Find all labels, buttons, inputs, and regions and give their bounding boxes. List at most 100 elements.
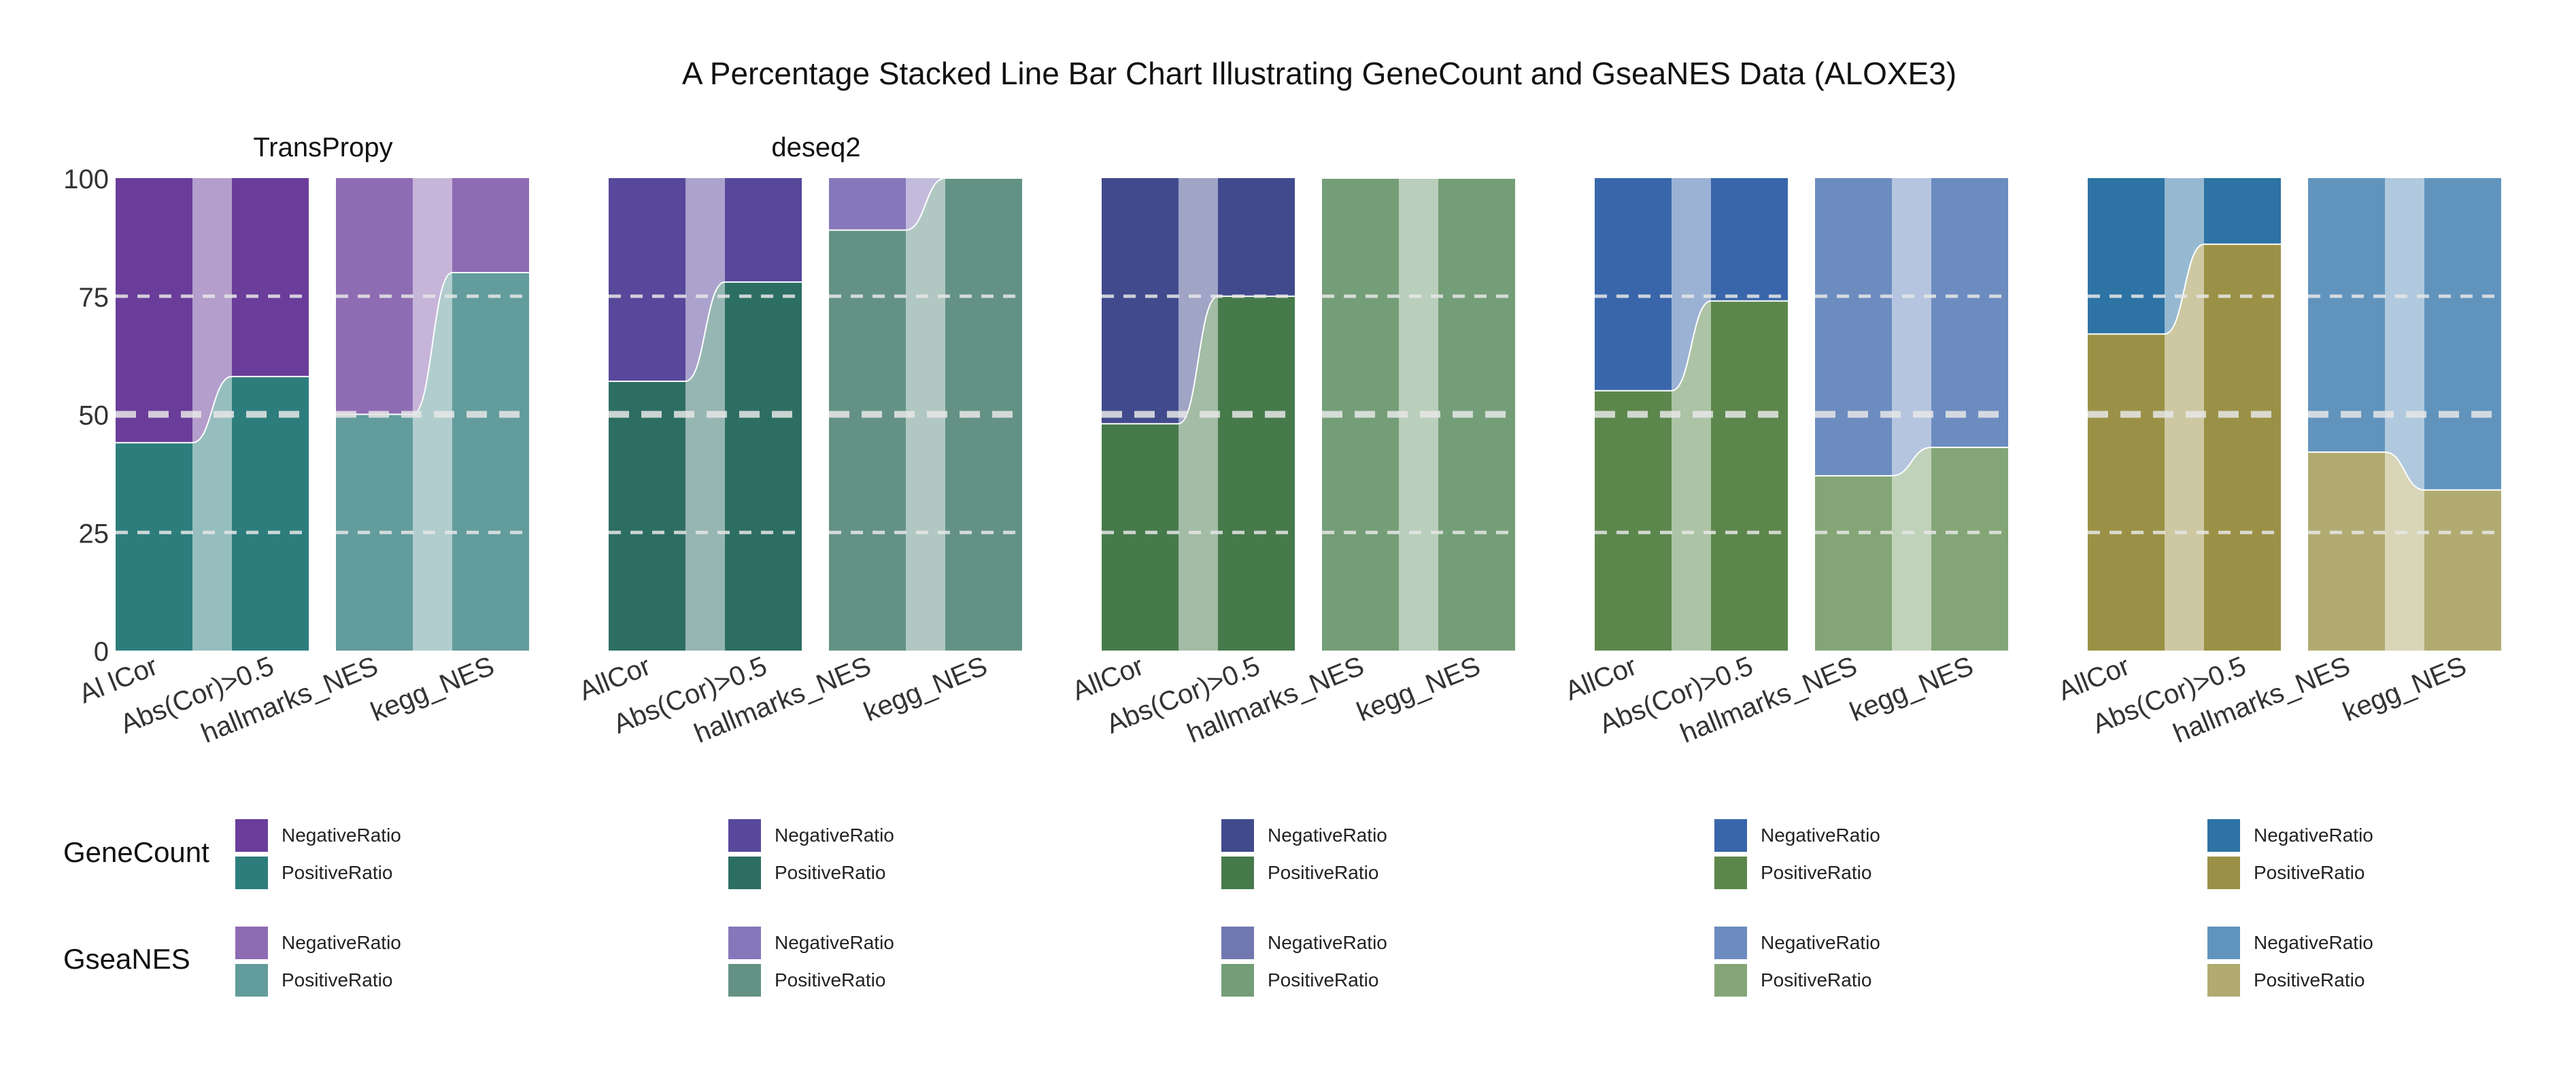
y-tick-label: 0 (94, 637, 109, 667)
bar-positive (1931, 447, 2008, 651)
legend-group: NegativeRatio PositiveRatio NegativeRatio P… (1714, 819, 1880, 997)
legend-swatch (728, 857, 761, 889)
legend-swatch (235, 927, 268, 959)
legend-swatch (1221, 927, 1254, 959)
y-tick-label: 100 (63, 165, 109, 194)
legend-row-label: GeneCount (63, 836, 209, 868)
x-tick-label: kegg_NES (860, 651, 992, 727)
bar-positive (232, 376, 309, 651)
connector-positive (906, 178, 945, 651)
legend-label: PositiveRatio (282, 862, 392, 883)
bar-negative (1595, 178, 1672, 391)
y-tick-label: 25 (79, 519, 109, 549)
ratio-boundary-line (2088, 243, 2281, 335)
legend-group: NegativeRatio PositiveRatio NegativeRatio P… (728, 819, 894, 997)
legend-swatch (1714, 964, 1747, 997)
legend-label: PositiveRatio (1268, 969, 1378, 990)
x-tick-label: kegg_NES (2339, 651, 2471, 727)
panel-title: deseq2 (771, 133, 860, 162)
bar-negative (116, 178, 192, 443)
ratio-boundary-line (336, 272, 529, 415)
connector-positive (192, 376, 232, 651)
legend-label: NegativeRatio (1761, 825, 1880, 846)
bar-negative (829, 178, 906, 230)
legend-swatch (2207, 819, 2240, 852)
legend-label: PositiveRatio (1761, 969, 1871, 990)
bar-positive (336, 414, 413, 651)
legend-swatch (235, 964, 268, 997)
bar-negative (2204, 178, 2281, 245)
connector-positive (2165, 244, 2204, 651)
legend-label: NegativeRatio (2254, 932, 2373, 953)
panel: Al lCorAbs(Cor)>0.5hallmarks_NESkegg_NES… (75, 133, 529, 749)
bar-negative (1711, 178, 1788, 301)
connector-positive (1399, 178, 1438, 651)
connector-negative (1179, 178, 1218, 424)
legend-swatch (2207, 964, 2240, 997)
legend-group: NegativeRatio PositiveRatio NegativeRatio P… (235, 819, 401, 997)
connector-negative (2385, 178, 2424, 490)
legend-label: NegativeRatio (1268, 825, 1387, 846)
panel: AllCorAbs(Cor)>0.5hallmarks_NESkegg_NESd… (575, 133, 1022, 749)
connector-positive (413, 273, 452, 651)
bar-negative (1218, 178, 1295, 296)
legend-label: PositiveRatio (775, 969, 885, 990)
x-tick-label: kegg_NES (1353, 651, 1485, 727)
bar-negative (1931, 178, 2008, 448)
ratio-boundary-line (609, 281, 802, 382)
legend-group: NegativeRatio PositiveRatio NegativeRatio P… (2207, 819, 2373, 997)
legend-swatch (1714, 819, 1747, 852)
legend-layer: NegativeRatio PositiveRatio NegativeRatio P… (63, 819, 2373, 997)
connector-negative (1892, 178, 1931, 476)
bar-positive (2088, 334, 2165, 651)
legend-swatch (2207, 927, 2240, 959)
legend-label: PositiveRatio (775, 862, 885, 883)
legend-swatch (728, 964, 761, 997)
bar-positive (609, 381, 685, 651)
bar-negative (609, 178, 685, 381)
y-tick-label: 50 (79, 401, 109, 431)
legend-row-label: GseaNES (63, 943, 190, 975)
connector-negative (192, 178, 232, 443)
bar-positive (725, 281, 802, 651)
legend-group: NegativeRatio PositiveRatio NegativeRatio P… (1221, 819, 1387, 997)
connector-negative (685, 178, 725, 381)
ratio-boundary-line (1595, 300, 1788, 392)
bar-positive (2204, 244, 2281, 651)
legend-swatch (235, 857, 268, 889)
bar-negative (232, 178, 309, 377)
connector-positive (685, 281, 725, 651)
chart-title: A Percentage Stacked Line Bar Chart Illu… (682, 56, 1956, 91)
legend-label: NegativeRatio (775, 932, 894, 953)
bar-positive (1102, 424, 1179, 651)
legend-swatch (1221, 857, 1254, 889)
bar-negative (2424, 178, 2501, 490)
legend-label: PositiveRatio (282, 969, 392, 990)
connector-positive (1672, 300, 1711, 651)
ratio-boundary-line (116, 375, 309, 444)
legend-label: NegativeRatio (282, 932, 401, 953)
bar-negative (725, 178, 802, 282)
legend-label: PositiveRatio (2254, 862, 2365, 883)
bar-positive (116, 443, 192, 651)
legend-swatch (235, 819, 268, 852)
legend-swatch (1714, 857, 1747, 889)
bar-positive (1711, 300, 1788, 651)
bar-negative (2088, 178, 2165, 334)
bar-positive (452, 273, 529, 651)
legend-swatch (2207, 857, 2240, 889)
legend-swatch (728, 819, 761, 852)
bar-positive (2308, 452, 2385, 651)
bar-negative (1102, 178, 1179, 424)
connector-negative (1672, 178, 1711, 391)
legend-label: PositiveRatio (2254, 969, 2365, 990)
legend-label: NegativeRatio (1268, 932, 1387, 953)
bar-positive (2424, 489, 2501, 651)
panel-title: TransPropy (253, 133, 392, 162)
legend-swatch (728, 927, 761, 959)
connector-positive (1892, 447, 1931, 651)
